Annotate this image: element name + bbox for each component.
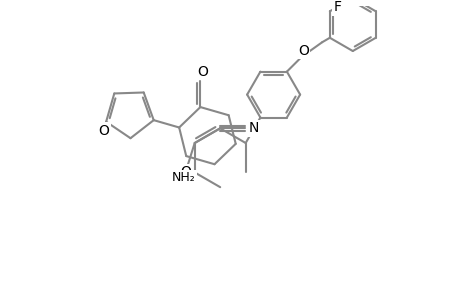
Text: NH₂: NH₂ xyxy=(172,171,196,184)
Text: N: N xyxy=(248,121,259,135)
Text: O: O xyxy=(297,44,308,58)
Text: O: O xyxy=(196,65,207,79)
Text: O: O xyxy=(180,165,191,179)
Text: O: O xyxy=(99,124,109,137)
Text: F: F xyxy=(333,0,341,14)
